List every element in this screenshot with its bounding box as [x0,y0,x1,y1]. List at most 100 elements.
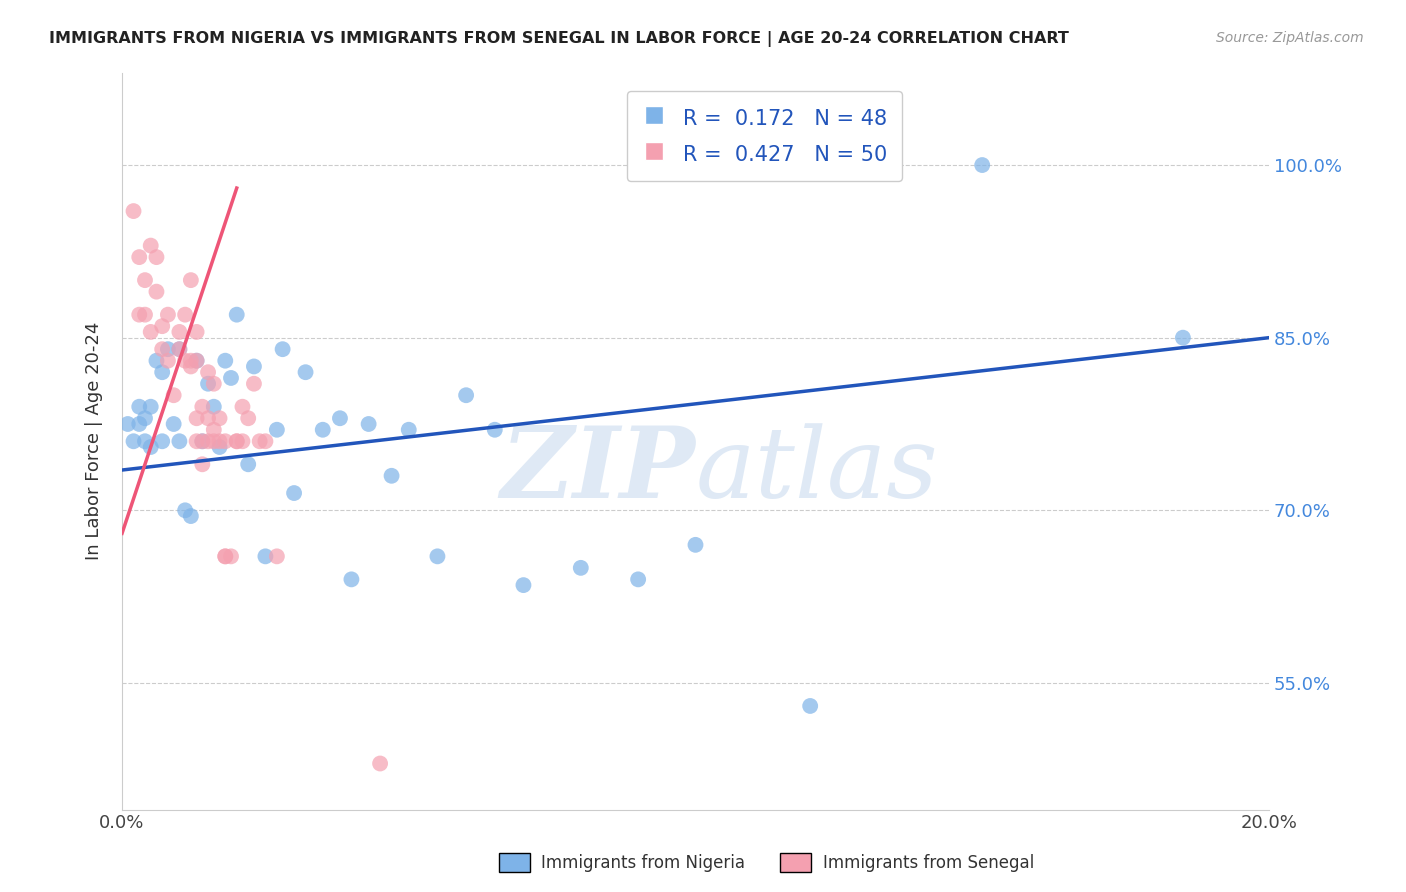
Point [569,561,592,575]
Point [139,325,162,339]
Point [380,468,402,483]
Point [156,353,179,368]
Point [117,417,139,431]
Point [169,342,191,356]
Point [357,417,380,431]
Point [145,285,167,299]
Y-axis label: In Labor Force | Age 20-24: In Labor Force | Age 20-24 [86,322,103,560]
Point [150,319,173,334]
Point [191,457,214,471]
Point [249,434,271,449]
Point [426,549,449,564]
Point [163,388,186,402]
Point [266,423,288,437]
Point [208,440,231,454]
Point [186,353,208,368]
Point [685,538,707,552]
Point [156,342,179,356]
Point [266,549,288,564]
Text: ZIP: ZIP [501,423,696,519]
Point [150,342,173,356]
Point [169,342,191,356]
Point [134,308,156,322]
Point [169,434,191,449]
Point [398,423,420,437]
Point [122,434,145,449]
Point [243,359,266,374]
Point [169,325,191,339]
Point [186,325,208,339]
Text: atlas: atlas [696,423,938,518]
Point [484,423,506,437]
Point [128,400,150,414]
Point [512,578,534,592]
Point [150,434,173,449]
Point [128,308,150,322]
Point [271,342,294,356]
Text: Immigrants from Senegal: Immigrants from Senegal [823,854,1033,871]
Point [145,250,167,264]
Text: IMMIGRANTS FROM NIGERIA VS IMMIGRANTS FROM SENEGAL IN LABOR FORCE | AGE 20-24 CO: IMMIGRANTS FROM NIGERIA VS IMMIGRANTS FR… [49,31,1069,47]
Point [294,365,316,379]
Point [174,503,197,517]
Point [139,440,162,454]
Point [174,308,197,322]
Point [219,549,242,564]
Point [214,549,236,564]
Point [180,273,202,287]
Point [231,400,253,414]
Point [214,549,236,564]
Point [139,400,162,414]
Point [972,158,994,172]
Point [254,549,277,564]
Point [202,434,225,449]
Point [214,353,236,368]
Point [627,573,650,587]
Point [238,411,260,425]
Point [799,698,821,713]
Point [202,376,225,391]
Point [225,434,247,449]
Point [254,434,277,449]
Text: Immigrants from Nigeria: Immigrants from Nigeria [541,854,745,871]
Point [243,376,266,391]
Point [186,434,208,449]
Point [208,411,231,425]
Point [186,411,208,425]
Point [225,434,247,449]
Point [197,376,219,391]
Point [208,434,231,449]
Point [191,434,214,449]
Point [128,417,150,431]
Point [174,353,197,368]
Point [128,250,150,264]
Point [186,353,208,368]
Legend: R =  0.172   N = 48, R =  0.427   N = 50: R = 0.172 N = 48, R = 0.427 N = 50 [627,91,901,181]
Point [368,756,391,771]
Point [197,365,219,379]
Point [180,509,202,524]
Point [197,411,219,425]
Point [202,423,225,437]
Point [180,359,202,374]
Point [456,388,478,402]
Text: Source: ZipAtlas.com: Source: ZipAtlas.com [1216,31,1364,45]
Point [312,423,335,437]
Point [329,411,352,425]
Point [219,371,242,385]
Point [156,308,179,322]
Point [225,308,247,322]
Point [139,238,162,252]
Point [145,353,167,368]
Point [122,204,145,219]
Point [231,434,253,449]
Point [191,400,214,414]
Point [1171,331,1194,345]
Point [197,434,219,449]
Point [163,417,186,431]
Point [283,486,305,500]
Point [238,457,260,471]
Point [134,434,156,449]
Point [150,365,173,379]
Point [134,411,156,425]
